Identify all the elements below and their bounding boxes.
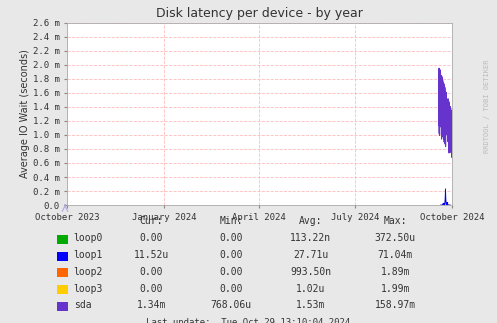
Text: Cur:: Cur:: [140, 216, 164, 226]
Text: Min:: Min:: [219, 216, 243, 226]
Title: Disk latency per device - by year: Disk latency per device - by year: [156, 7, 363, 20]
Text: 0.00: 0.00: [140, 233, 164, 243]
Text: 372.50u: 372.50u: [375, 233, 415, 243]
Text: 768.06u: 768.06u: [211, 300, 251, 310]
Text: 1.53m: 1.53m: [296, 300, 326, 310]
Text: 0.00: 0.00: [140, 267, 164, 277]
Text: 11.52u: 11.52u: [134, 250, 169, 260]
Text: 0.00: 0.00: [219, 267, 243, 277]
Text: loop1: loop1: [74, 250, 103, 260]
Text: 27.71u: 27.71u: [293, 250, 328, 260]
Text: Avg:: Avg:: [299, 216, 323, 226]
Text: 993.50n: 993.50n: [290, 267, 331, 277]
Text: Last update:  Tue Oct 29 13:10:04 2024: Last update: Tue Oct 29 13:10:04 2024: [147, 318, 350, 323]
Text: 1.02u: 1.02u: [296, 284, 326, 294]
Text: 158.97m: 158.97m: [375, 300, 415, 310]
Text: 1.34m: 1.34m: [137, 300, 166, 310]
Text: 0.00: 0.00: [219, 233, 243, 243]
Text: RRDTOOL / TOBI OETIKER: RRDTOOL / TOBI OETIKER: [484, 60, 490, 153]
Text: 1.89m: 1.89m: [380, 267, 410, 277]
Text: 113.22n: 113.22n: [290, 233, 331, 243]
Text: loop2: loop2: [74, 267, 103, 277]
Text: 0.00: 0.00: [219, 250, 243, 260]
Y-axis label: Average IO Wait (seconds): Average IO Wait (seconds): [20, 49, 30, 178]
Text: Max:: Max:: [383, 216, 407, 226]
Text: loop0: loop0: [74, 233, 103, 243]
Text: loop3: loop3: [74, 284, 103, 294]
Text: 0.00: 0.00: [219, 284, 243, 294]
Text: sda: sda: [74, 300, 91, 310]
Text: 0.00: 0.00: [140, 284, 164, 294]
Text: 71.04m: 71.04m: [378, 250, 413, 260]
Text: 1.99m: 1.99m: [380, 284, 410, 294]
